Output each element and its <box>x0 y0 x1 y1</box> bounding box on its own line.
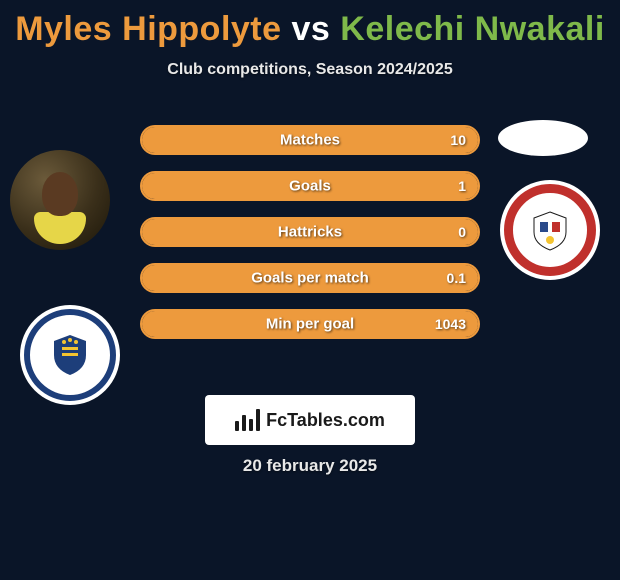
stat-label: Hattricks <box>278 224 342 241</box>
stat-label: Goals <box>289 178 331 195</box>
stat-value-right: 10 <box>450 132 466 148</box>
date-text: 20 february 2025 <box>0 456 620 476</box>
player2-name: Kelechi Nwakali <box>340 10 605 48</box>
stats-panel: Matches 10 Goals 1 Hattricks 0 Goals per match… <box>140 125 480 355</box>
stat-row: Matches 10 <box>140 125 480 155</box>
chart-icon <box>235 409 260 431</box>
stat-label: Matches <box>280 132 340 149</box>
player1-name: Myles Hippolyte <box>15 10 281 48</box>
jersey-shape <box>34 212 86 244</box>
stat-row: Goals per match 0.1 <box>140 263 480 293</box>
player1-avatar <box>10 150 110 250</box>
stat-value-right: 1043 <box>435 316 466 332</box>
stat-value-right: 1 <box>458 178 466 194</box>
player2-avatar <box>498 120 588 156</box>
stat-row: Goals 1 <box>140 171 480 201</box>
subtitle: Club competitions, Season 2024/2025 <box>0 61 620 79</box>
stat-row: Hattricks 0 <box>140 217 480 247</box>
crest-ring <box>24 309 116 401</box>
stat-label: Goals per match <box>251 270 369 287</box>
stat-row: Min per goal 1043 <box>140 309 480 339</box>
player1-club-crest <box>20 305 120 405</box>
page-title: Myles Hippolyte vs Kelechi Nwakali <box>0 0 620 49</box>
fctables-badge[interactable]: FcTables.com <box>205 395 415 445</box>
head-shape <box>42 172 78 216</box>
stat-value-right: 0.1 <box>447 270 466 286</box>
stat-value-right: 0 <box>458 224 466 240</box>
crest-ring <box>504 184 596 276</box>
vs-text: vs <box>292 10 331 48</box>
badge-text: FcTables.com <box>266 410 385 431</box>
stat-label: Min per goal <box>266 316 354 333</box>
player2-club-crest <box>500 180 600 280</box>
